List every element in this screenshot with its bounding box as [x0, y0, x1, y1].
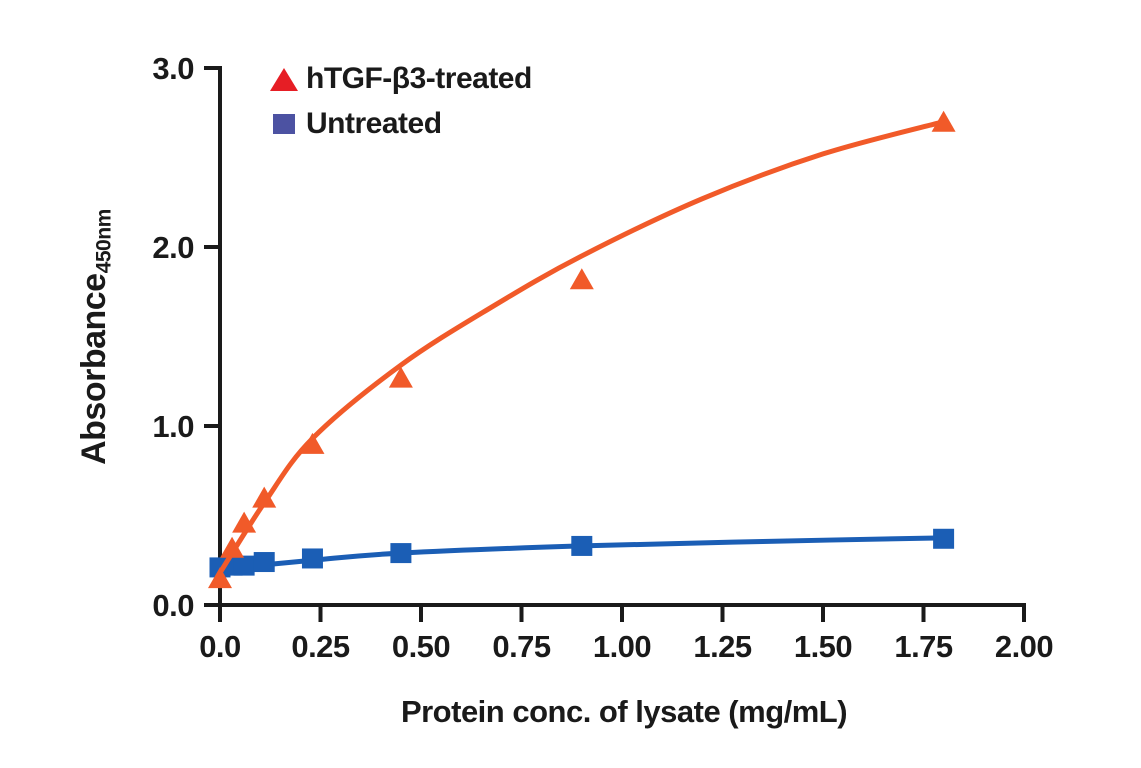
y-tick-label: 0.0: [152, 588, 194, 623]
data-point-square: [571, 535, 593, 556]
x-tick-label: 1.50: [794, 629, 852, 664]
legend-item-treated: hTGF-β3-treated: [262, 62, 532, 96]
y-tick-label: 2.0: [152, 230, 194, 265]
y-tick-label: 3.0: [152, 51, 194, 86]
data-point-square: [390, 543, 412, 564]
x-axis-title: Protein conc. of lysate (mg/mL): [400, 694, 848, 729]
y-axis-title: Absorbance450nm: [75, 195, 119, 479]
x-tick-label: 0.0: [199, 629, 241, 664]
trend-curve-treated: [217, 119, 947, 576]
legend-label-treated: hTGF-β3-treated: [306, 62, 532, 95]
y-axis-title-main: Absorbance: [75, 273, 113, 465]
data-point-triangle: [232, 511, 257, 533]
legend: hTGF-β3-treated Untreated: [262, 62, 532, 152]
data-point-square: [233, 555, 255, 576]
x-tick-label: 1.25: [693, 629, 752, 664]
x-tick-label: 0.50: [392, 629, 450, 664]
x-tick-label: 0.25: [291, 629, 350, 664]
data-point-triangle: [208, 567, 232, 589]
untreated-legend-marker-box: [262, 114, 306, 134]
triangle-marker-icon: [270, 67, 298, 91]
data-point-square: [933, 528, 955, 549]
data-point-triangle: [300, 432, 325, 454]
square-marker-icon: [273, 114, 295, 134]
data-point-triangle: [220, 536, 245, 558]
treated-legend-marker-box: [262, 67, 306, 91]
data-point-square: [253, 552, 275, 573]
data-point-triangle: [388, 366, 413, 388]
data-point-triangle: [931, 110, 956, 132]
legend-label-untreated: Untreated: [306, 107, 442, 140]
x-tick-label: 2.00: [995, 629, 1053, 664]
x-tick-label: 1.00: [593, 629, 651, 664]
data-point-triangle: [569, 268, 594, 290]
legend-item-untreated: Untreated: [262, 107, 532, 141]
x-tick-label: 0.75: [492, 629, 551, 664]
y-axis-title-subscript: 450nm: [92, 209, 116, 274]
y-tick-label: 1.0: [152, 409, 194, 444]
data-point-triangle: [252, 486, 277, 508]
x-tick-label: 1.75: [894, 629, 953, 664]
data-point-square: [301, 548, 323, 569]
